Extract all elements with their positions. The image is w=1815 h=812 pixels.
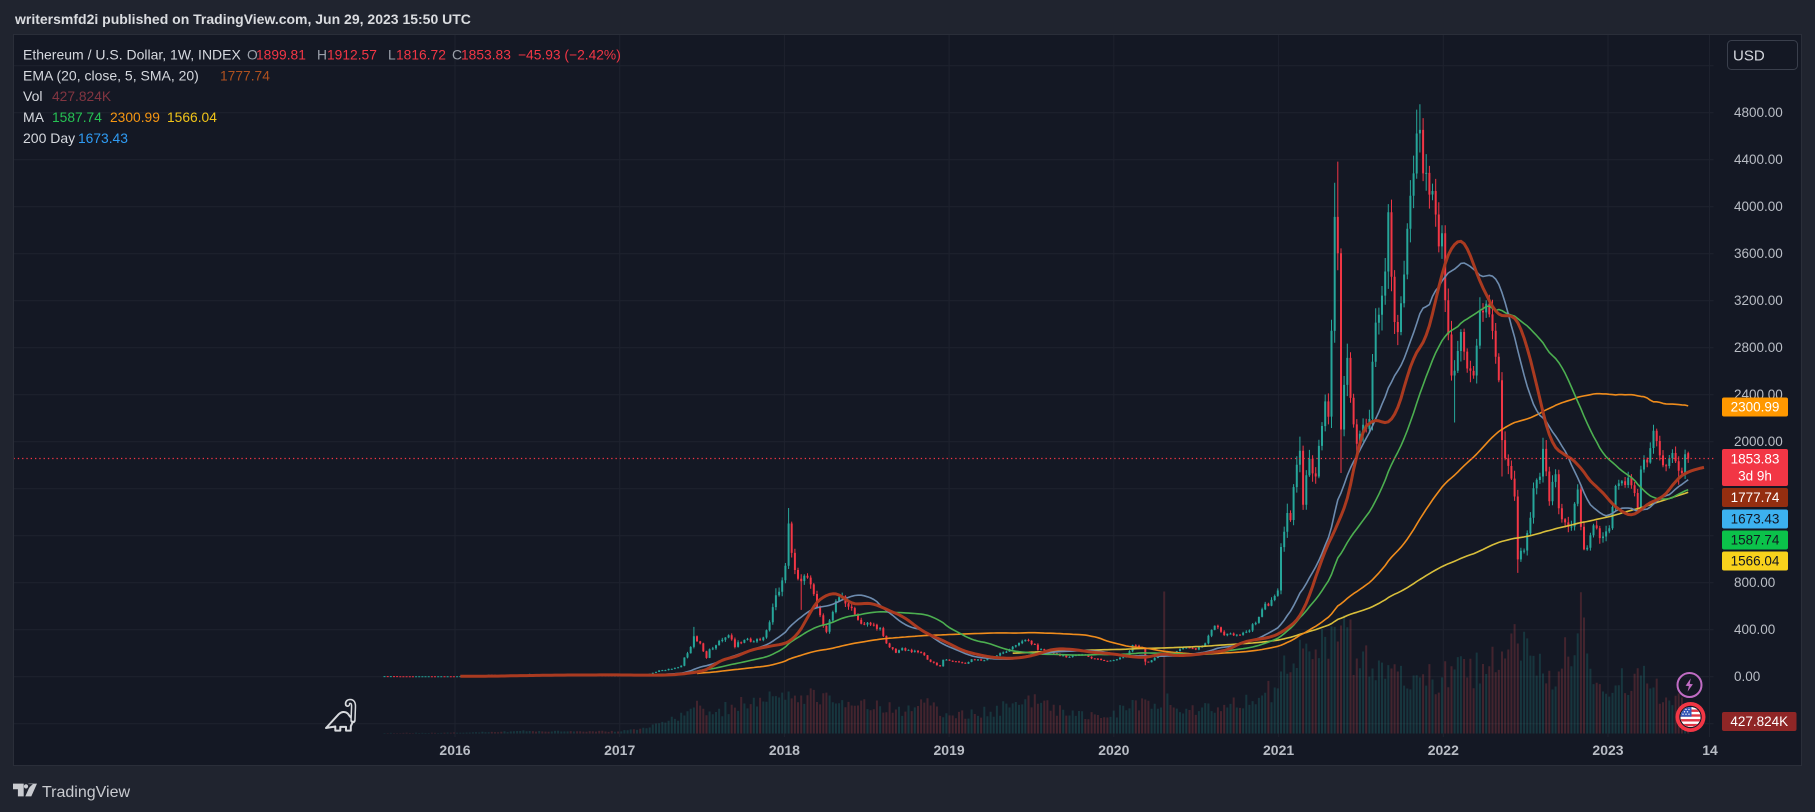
svg-text:H: H [317,48,327,63]
svg-text:C: C [452,48,462,63]
svg-text:L: L [388,48,396,63]
svg-text:1673.43: 1673.43 [78,131,128,146]
svg-text:2800.00: 2800.00 [1734,340,1783,355]
svg-text:2300.99: 2300.99 [110,110,160,125]
svg-text:1777.74: 1777.74 [1731,490,1780,505]
svg-text:2300.99: 2300.99 [1731,400,1780,415]
svg-text:427.824K: 427.824K [52,89,112,104]
svg-text:800.00: 800.00 [1734,575,1775,590]
svg-text:1673.43: 1673.43 [1731,512,1780,527]
svg-text:200 Day: 200 Day [23,130,75,146]
svg-text:2018: 2018 [769,742,800,758]
svg-text:1899.81: 1899.81 [256,48,306,63]
svg-text:2023: 2023 [1592,742,1623,758]
svg-text:4000.00: 4000.00 [1734,199,1783,214]
svg-text:0.00: 0.00 [1734,669,1760,684]
svg-text:1566.04: 1566.04 [1731,554,1780,569]
svg-text:USD: USD [1733,48,1765,65]
svg-text:1912.57: 1912.57 [327,48,377,63]
svg-text:Ethereum / U.S. Dollar, 1W, IN: Ethereum / U.S. Dollar, 1W, INDEX [23,47,242,63]
svg-text:1587.74: 1587.74 [52,110,102,125]
svg-text:2021: 2021 [1263,742,1294,758]
svg-text:1777.74: 1777.74 [220,69,270,84]
svg-text:427.824K: 427.824K [1730,714,1788,729]
svg-text:O: O [247,48,258,63]
svg-text:400.00: 400.00 [1734,622,1775,637]
svg-text:1853.83: 1853.83 [1731,452,1780,467]
svg-text:3600.00: 3600.00 [1734,246,1783,261]
svg-text:3d 9h: 3d 9h [1738,469,1772,484]
svg-text:−45.93 (−2.42%): −45.93 (−2.42%) [518,48,621,63]
svg-text:4800.00: 4800.00 [1734,105,1783,120]
svg-text:MA: MA [23,109,45,125]
svg-text:TradingView: TradingView [42,784,130,801]
svg-text:writersmfd2i published on Trad: writersmfd2i published on TradingView.co… [14,11,471,27]
svg-text:1587.74: 1587.74 [1731,533,1780,548]
svg-text:2016: 2016 [439,742,470,758]
svg-text:2000.00: 2000.00 [1734,434,1783,449]
svg-text:1853.83: 1853.83 [461,48,511,63]
svg-text:EMA (20, close, 5, SMA, 20): EMA (20, close, 5, SMA, 20) [23,68,199,84]
svg-text:2020: 2020 [1098,742,1129,758]
svg-text:2022: 2022 [1428,742,1459,758]
svg-text:2017: 2017 [604,742,635,758]
svg-text:1816.72: 1816.72 [396,48,446,63]
svg-text:2019: 2019 [934,742,965,758]
svg-text:4400.00: 4400.00 [1734,152,1783,167]
svg-text:Vol: Vol [23,88,42,104]
svg-text:3200.00: 3200.00 [1734,293,1783,308]
svg-text:1566.04: 1566.04 [167,110,217,125]
svg-text:14: 14 [1702,742,1718,758]
